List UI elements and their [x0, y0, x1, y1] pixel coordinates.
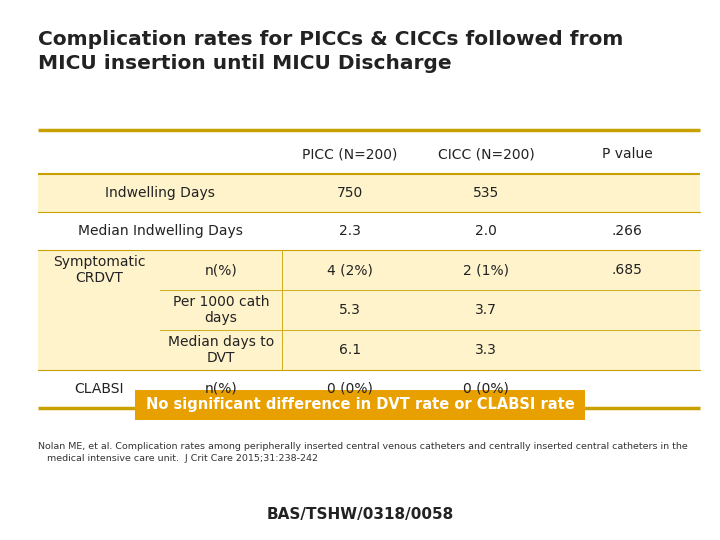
Text: BAS/TSHW/0318/0058: BAS/TSHW/0318/0058	[266, 507, 454, 522]
Text: 750: 750	[337, 186, 363, 200]
Text: 535: 535	[473, 186, 499, 200]
Bar	[38, 330, 700, 370]
Text: Median days to
DVT: Median days to DVT	[168, 335, 274, 365]
Text: 4 (2%): 4 (2%)	[327, 263, 373, 277]
Text: 2.3: 2.3	[339, 224, 361, 238]
Bar	[38, 370, 700, 408]
Text: CICC (N=200): CICC (N=200)	[438, 147, 534, 161]
Text: n(%): n(%)	[204, 263, 238, 277]
Text: .685: .685	[611, 263, 642, 277]
Bar	[38, 290, 700, 330]
Text: 2 (1%): 2 (1%)	[463, 263, 509, 277]
Text: Symptomatic
CRDVT: Symptomatic CRDVT	[53, 255, 145, 285]
Bar	[38, 250, 700, 290]
Text: 6.1: 6.1	[339, 343, 361, 357]
Bar	[38, 212, 700, 250]
Text: No significant difference in DVT rate or CLABSI rate: No significant difference in DVT rate or…	[145, 397, 575, 413]
Text: n(%): n(%)	[204, 382, 238, 396]
Text: 2.0: 2.0	[475, 224, 497, 238]
Bar	[38, 174, 700, 212]
Text: 0 (0%): 0 (0%)	[327, 382, 373, 396]
Text: Complication rates for PICCs & CICCs followed from
MICU insertion until MICU Dis: Complication rates for PICCs & CICCs fol…	[38, 30, 624, 72]
Text: 3.3: 3.3	[475, 343, 497, 357]
Text: P value: P value	[602, 147, 652, 161]
Text: 5.3: 5.3	[339, 303, 361, 317]
Text: Median Indwelling Days: Median Indwelling Days	[78, 224, 243, 238]
Text: Indwelling Days: Indwelling Days	[105, 186, 215, 200]
Text: .266: .266	[611, 224, 642, 238]
Bar	[135, 390, 585, 420]
Text: CLABSI: CLABSI	[74, 382, 124, 396]
Text: 0 (0%): 0 (0%)	[463, 382, 509, 396]
Text: Nolan ME, et al. Complication rates among peripherally inserted central venous c: Nolan ME, et al. Complication rates amon…	[38, 442, 688, 463]
Text: PICC (N=200): PICC (N=200)	[302, 147, 397, 161]
Text: Per 1000 cath
days: Per 1000 cath days	[173, 295, 269, 325]
Text: 3.7: 3.7	[475, 303, 497, 317]
